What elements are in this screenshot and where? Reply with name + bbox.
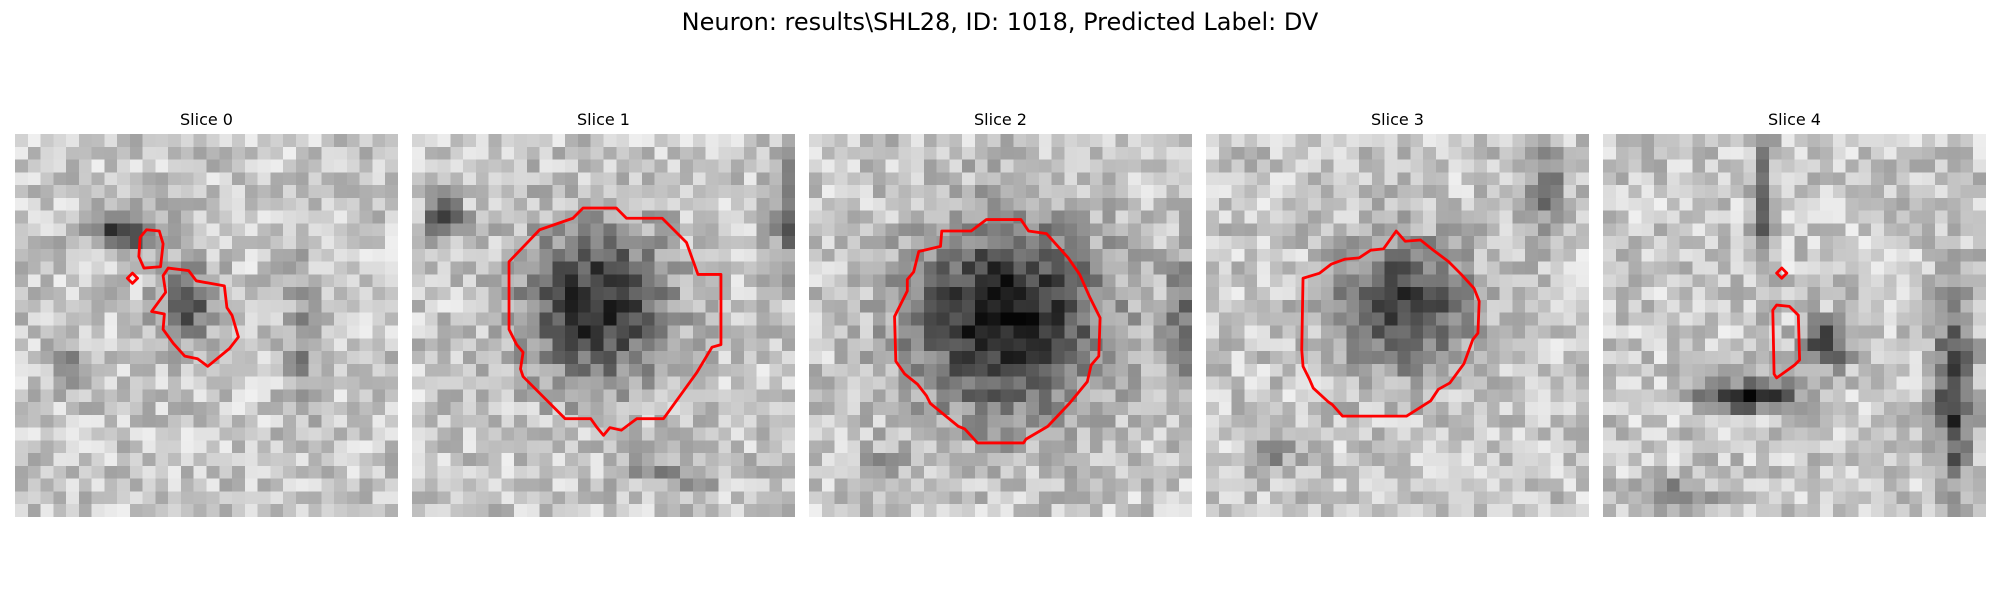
slice-title-0: Slice 0	[180, 110, 233, 129]
contour-path-4-1	[1771, 303, 1802, 380]
microscopy-image-slice-0	[15, 134, 398, 517]
segmentation-contour-slice-2	[893, 218, 1102, 445]
microscopy-image-slice-1	[412, 134, 795, 517]
segmentation-contour-slice-0	[125, 228, 240, 368]
slice-panel-1: Slice 1	[412, 110, 795, 517]
contour-path-0-2	[150, 266, 240, 368]
microscopy-image-slice-4	[1603, 134, 1986, 517]
slice-title-1: Slice 1	[577, 110, 630, 129]
slice-panel-3: Slice 3	[1206, 110, 1589, 517]
segmentation-contour-slice-4	[1771, 266, 1802, 380]
contour-path-2-0	[893, 218, 1102, 445]
contour-path-3-0	[1300, 229, 1481, 418]
slice-panel-4: Slice 4	[1603, 110, 1986, 517]
microscopy-image-slice-3	[1206, 134, 1589, 517]
microscopy-image-slice-2	[809, 134, 1192, 517]
contour-path-1-0	[507, 206, 723, 437]
slice-title-2: Slice 2	[974, 110, 1027, 129]
slice-panel-2: Slice 2	[809, 110, 1192, 517]
slice-title-4: Slice 4	[1768, 110, 1821, 129]
contour-path-0-1	[125, 271, 139, 285]
figure-title: Neuron: results\SHL28, ID: 1018, Predict…	[681, 8, 1319, 36]
contour-path-0-0	[137, 228, 165, 270]
slice-panel-0: Slice 0	[15, 110, 398, 517]
contour-path-4-0	[1775, 266, 1789, 280]
slice-title-3: Slice 3	[1371, 110, 1424, 129]
segmentation-contour-slice-3	[1300, 229, 1481, 418]
segmentation-contour-slice-1	[507, 206, 723, 437]
